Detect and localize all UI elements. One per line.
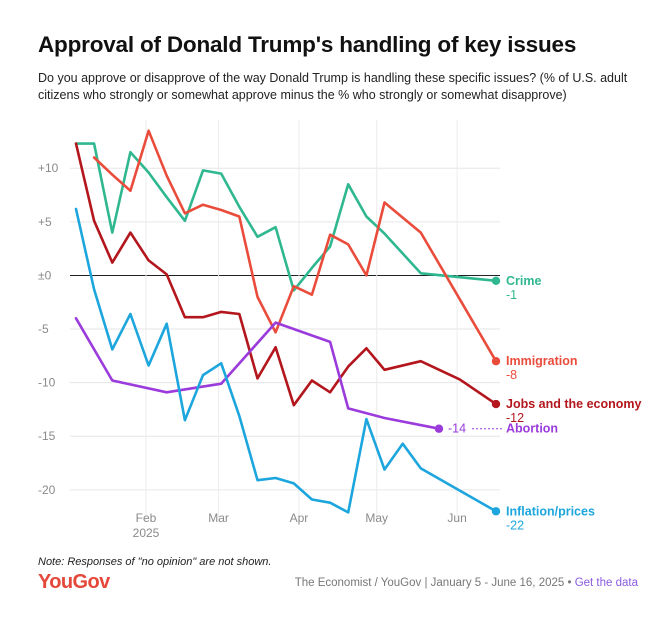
y-tick-label: +5 (38, 215, 52, 229)
y-tick-label: +10 (38, 161, 59, 175)
immigration-label: Immigration (506, 354, 578, 368)
chart-subtitle: Do you approve or disapprove of the way … (38, 71, 628, 102)
immigration-end-dot (491, 357, 501, 366)
source-text: The Economist / YouGov | January 5 - Jun… (294, 577, 565, 589)
immigration-value: -8 (506, 368, 517, 382)
x-tick-label: Apr (290, 511, 309, 525)
jobs-label: Jobs and the economy (506, 397, 641, 411)
x-tick-sublabel: 2025 (133, 526, 160, 540)
jobs-value: -12 (506, 411, 524, 425)
crime-label: Crime (506, 274, 541, 288)
yougov-logo: YouGov (38, 571, 110, 593)
series-lines (74, 129, 501, 516)
y-tick-label: -5 (38, 322, 49, 336)
chart-note: Note: Responses of "no opinion" are not … (38, 556, 272, 568)
x-tick-label: May (365, 511, 388, 525)
get-the-data-link[interactable]: Get the data (574, 577, 638, 589)
y-tick-label: -10 (38, 376, 56, 390)
series-labels: Crime-1 Immigration-8 Jobs and the economy… (448, 274, 642, 532)
x-tick-label: Feb (136, 511, 157, 525)
y-tick-label: -20 (38, 483, 56, 497)
grid (70, 120, 500, 522)
inflation-prices-line (74, 207, 498, 514)
inflation-value: -22 (506, 518, 524, 532)
abortion-label: Abortion (506, 422, 558, 436)
abortion-value: -14 (448, 422, 466, 436)
y-tick-label: -15 (38, 429, 56, 443)
y-tick-label: ±0 (38, 268, 52, 282)
inflation-prices-end-dot (491, 507, 501, 516)
source-line: The Economist / YouGov | January 5 - Jun… (295, 577, 638, 589)
source-separator: • (564, 577, 575, 589)
immigration-line (92, 129, 498, 363)
jobs-and-the-economy-end-dot (491, 399, 501, 409)
abortion-end-dot (434, 424, 444, 433)
inflation-label: Inflation/prices (506, 504, 595, 518)
abortion-line (74, 316, 441, 431)
chart-title: Approval of Donald Trump's handling of k… (38, 32, 577, 57)
crime-end-dot (491, 276, 501, 285)
jobs-and-the-economy-line (74, 142, 498, 407)
x-tick-label: Mar (208, 511, 229, 525)
crime-value: -1 (506, 288, 517, 302)
x-tick-label: Jun (447, 511, 466, 525)
crime-line (74, 142, 498, 292)
